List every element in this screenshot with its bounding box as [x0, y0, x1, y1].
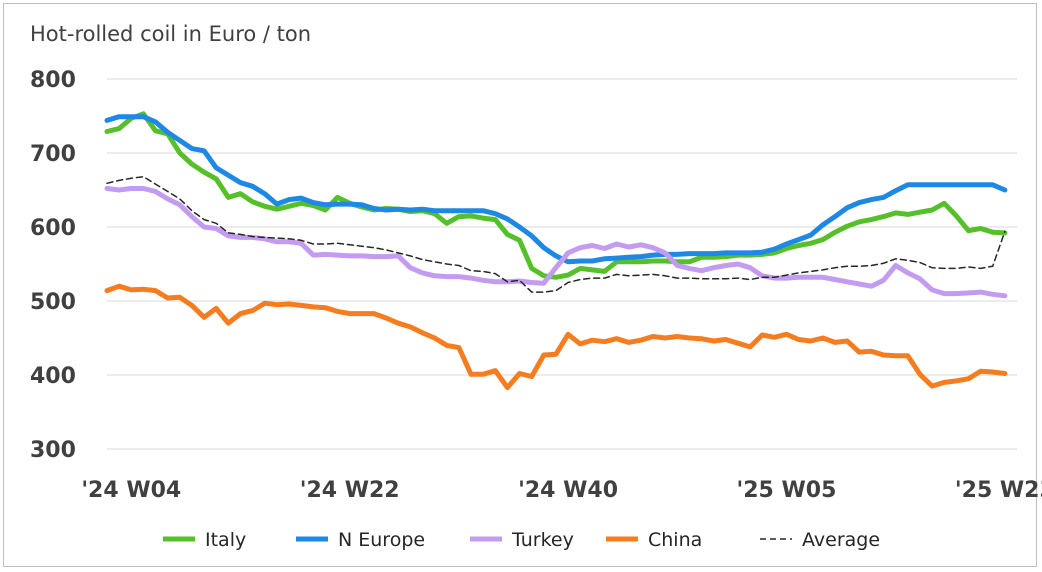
x-tick-label: '24 W22 [300, 478, 400, 503]
x-tick-label: '24 W04 [81, 478, 181, 503]
legend-item-n-europe: N Europe [296, 529, 425, 551]
series-layer [104, 111, 1008, 391]
legend-item-average: Average [760, 529, 880, 551]
legend: Italy N Europe Turkey China Average [163, 529, 880, 551]
legend-item-china: China [606, 529, 702, 551]
x-tick-label: '24 W40 [518, 478, 618, 503]
y-tick-label: 300 [30, 438, 76, 463]
legend-item-turkey: Turkey [470, 529, 574, 551]
chart-title: Hot-rolled coil in Euro / ton [30, 22, 312, 46]
y-tick-label: 800 [30, 68, 76, 93]
y-tick-label: 600 [30, 216, 76, 241]
legend-label: N Europe [338, 529, 425, 551]
series-line-turkey [104, 186, 1008, 299]
legend-label: Italy [205, 529, 246, 551]
legend-item-italy: Italy [163, 529, 246, 551]
y-tick-label: 400 [30, 364, 76, 389]
series-line-n-europe [104, 114, 1008, 265]
legend-label: China [648, 529, 702, 551]
y-tick-label: 500 [30, 290, 76, 315]
y-tick-label: 700 [30, 142, 76, 167]
series-line-average [106, 175, 1006, 293]
x-tick-label: '25 W23 [955, 478, 1042, 503]
x-tick-label: '25 W05 [737, 478, 837, 503]
series-line-china [104, 283, 1008, 391]
y-axis: 300 400 500 600 700 800 [30, 68, 1017, 463]
series-line-italy [104, 111, 1008, 280]
legend-label: Average [802, 529, 880, 551]
legend-label: Turkey [511, 529, 574, 551]
x-axis: '24 W04 '24 W22 '24 W40 '25 W05 '25 W23 [81, 478, 1042, 503]
